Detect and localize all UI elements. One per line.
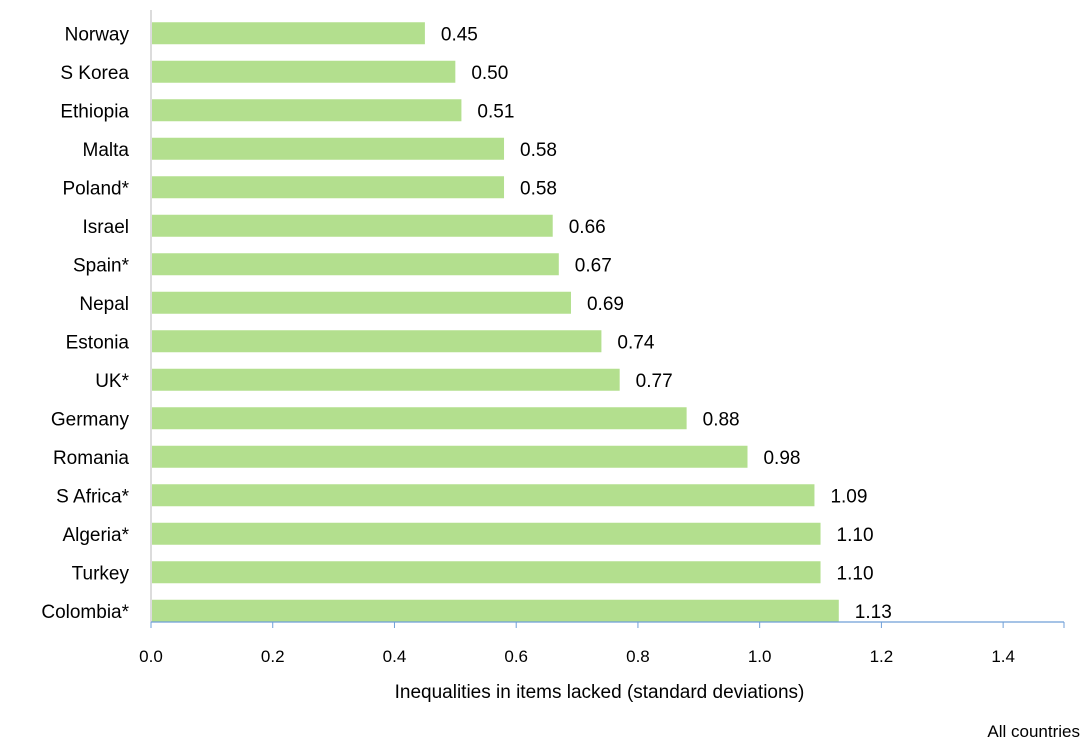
category-label: UK* xyxy=(95,371,129,392)
category-label: Estonia xyxy=(66,332,130,353)
bar xyxy=(152,561,821,584)
bar xyxy=(152,330,602,353)
category-label: Malta xyxy=(83,140,130,161)
bar xyxy=(152,407,687,430)
category-label: Nepal xyxy=(79,294,129,315)
data-label: 0.45 xyxy=(441,24,478,45)
data-label: 0.58 xyxy=(520,178,557,199)
x-tick-label: 1.0 xyxy=(748,647,772,666)
x-axis-title: Inequalities in items lacked (standard d… xyxy=(395,682,805,703)
x-tick-label: 0.2 xyxy=(261,647,285,666)
x-tick-label: 0.8 xyxy=(626,647,650,666)
category-label: Poland* xyxy=(62,178,129,199)
data-label: 0.51 xyxy=(477,101,514,122)
category-label: Norway xyxy=(65,24,130,45)
value-labels: 0.45 0.50 0.51 0.58 0.58 0.66 0.67 0.69 0.74 0.77… xyxy=(441,24,892,623)
bar xyxy=(152,214,553,237)
x-tick-label: 1.4 xyxy=(991,647,1015,666)
category-label: Colombia* xyxy=(41,602,129,623)
data-label: 0.69 xyxy=(587,294,624,315)
bar xyxy=(152,368,620,391)
category-label: Ethiopia xyxy=(60,101,129,122)
bar xyxy=(152,137,505,160)
bar xyxy=(152,291,571,314)
data-label: 0.58 xyxy=(520,140,557,161)
category-label: Algeria* xyxy=(62,525,129,546)
x-tick-label: 0.0 xyxy=(139,647,163,666)
bar xyxy=(152,484,815,507)
footnote: All countries xyxy=(987,722,1080,741)
x-axis-ticks: 0.0 0.2 0.4 0.6 0.8 1.0 1.2 1.4 xyxy=(139,622,1065,666)
bar xyxy=(152,22,425,45)
bar xyxy=(152,176,505,199)
data-label: 0.98 xyxy=(763,448,800,469)
category-label: S Africa* xyxy=(56,486,129,507)
bars-group xyxy=(152,22,839,622)
data-label: 1.10 xyxy=(837,525,874,546)
data-label: 0.74 xyxy=(617,332,654,353)
bar xyxy=(152,253,559,276)
bar xyxy=(152,522,821,545)
bar xyxy=(152,60,456,83)
x-tick-label: 0.6 xyxy=(504,647,528,666)
data-label: 1.13 xyxy=(855,602,892,623)
bar xyxy=(152,99,462,122)
x-tick-label: 0.4 xyxy=(383,647,407,666)
x-tick-label: 1.2 xyxy=(870,647,894,666)
category-label: Turkey xyxy=(72,563,130,584)
category-label: Germany xyxy=(51,409,130,430)
data-label: 0.67 xyxy=(575,255,612,276)
category-label: S Korea xyxy=(60,63,129,84)
data-label: 1.10 xyxy=(837,563,874,584)
category-label: Romania xyxy=(53,448,129,469)
data-label: 1.09 xyxy=(830,486,867,507)
category-label: Spain* xyxy=(73,255,130,276)
data-label: 0.66 xyxy=(569,217,606,238)
category-labels: Norway S Korea Ethiopia Malta Poland* Israel S… xyxy=(41,24,129,623)
bar xyxy=(152,599,839,622)
category-label: Israel xyxy=(83,217,129,238)
data-label: 0.88 xyxy=(703,409,740,430)
data-label: 0.77 xyxy=(636,371,673,392)
bar xyxy=(152,445,748,468)
data-label: 0.50 xyxy=(471,63,508,84)
